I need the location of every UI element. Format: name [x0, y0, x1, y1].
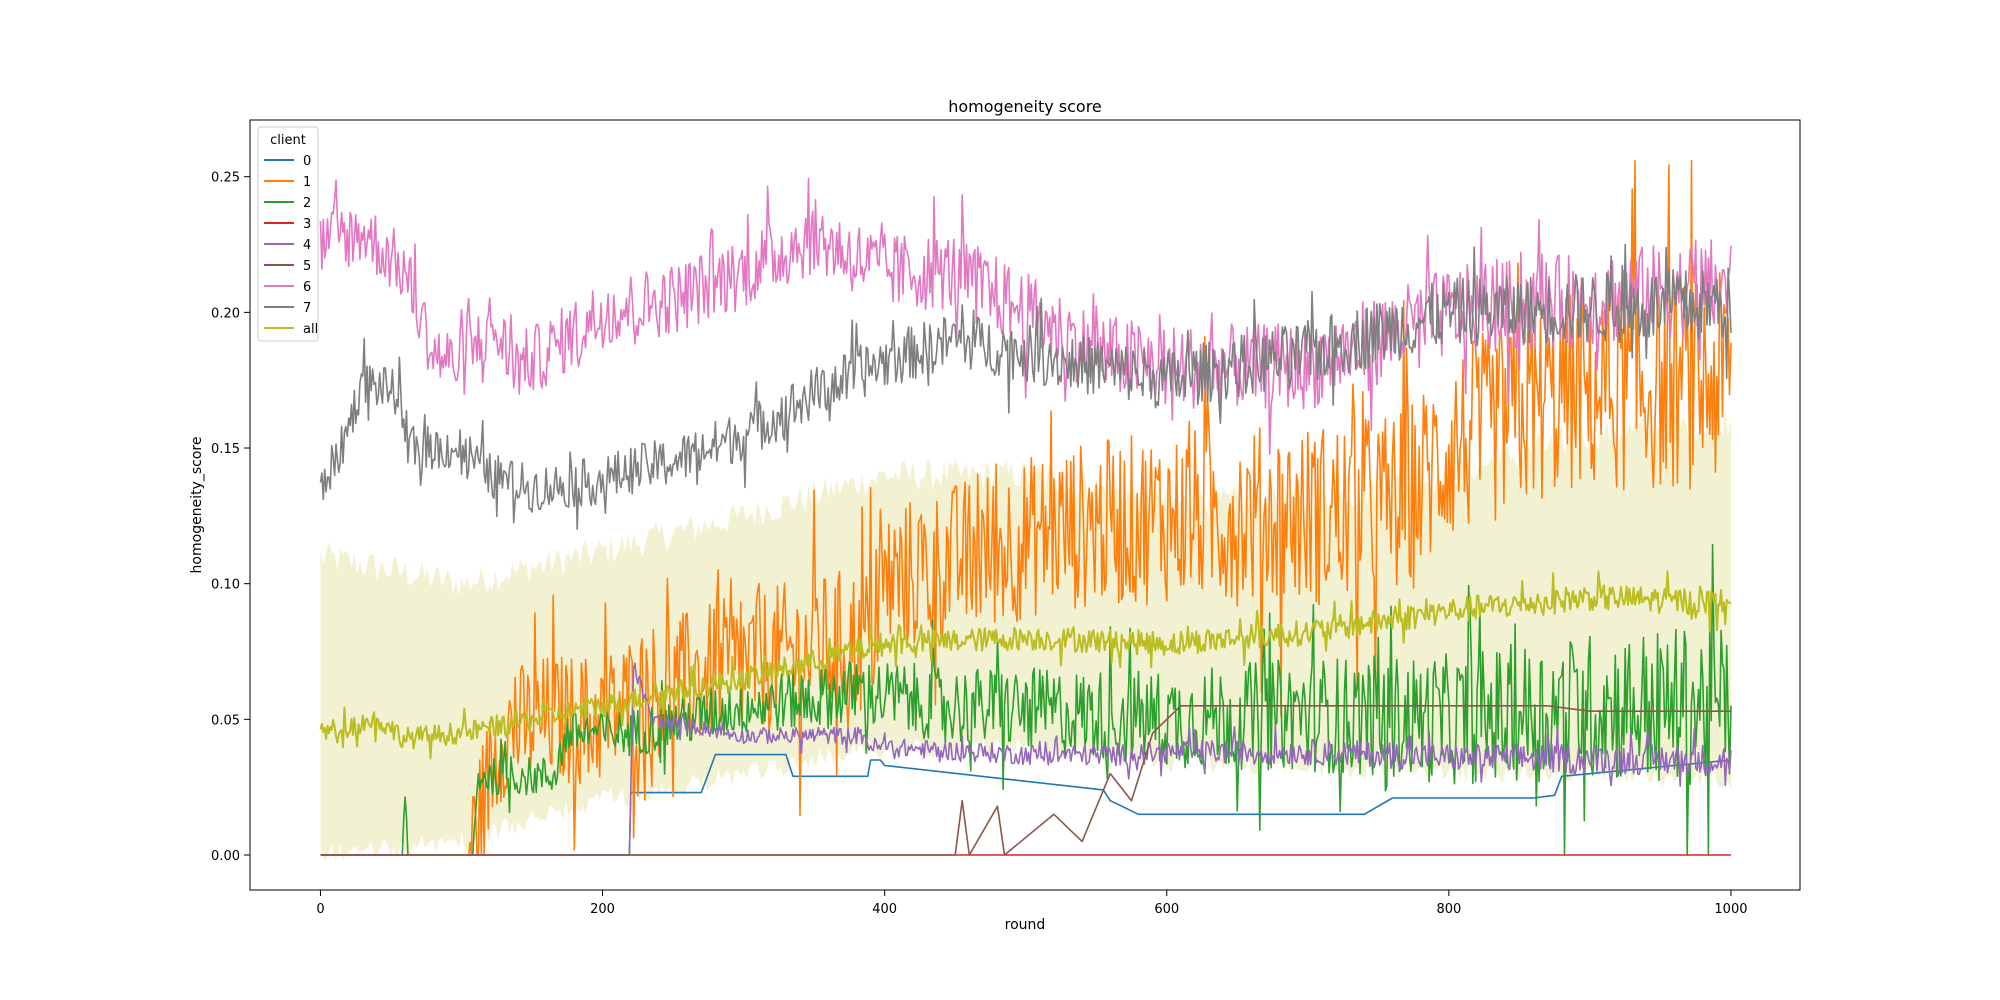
legend-label-0: 0	[303, 154, 311, 169]
x-tick-label: 600	[1154, 902, 1179, 917]
legend-label-2: 2	[303, 196, 311, 211]
series-layer	[319, 159, 1732, 856]
series-line-7	[319, 243, 1732, 530]
x-tick-label: 400	[872, 902, 897, 917]
legend-label-3: 3	[303, 217, 311, 232]
x-tick-label: 1000	[1714, 902, 1747, 917]
y-tick-label: 0.05	[211, 713, 240, 728]
x-tick-label: 800	[1436, 902, 1461, 917]
y-tick-label: 0.15	[211, 442, 240, 457]
y-tick-label: 0.10	[211, 578, 240, 593]
y-axis-label: homogeneity_score	[189, 437, 205, 574]
x-axis-label: round	[1005, 917, 1046, 933]
legend-label-6: 6	[303, 280, 311, 295]
legend: client 0 1 2 3 4 5 6 7 all	[257, 126, 319, 342]
x-tick-label: 200	[590, 902, 615, 917]
confidence-band-layer	[320, 410, 1731, 862]
legend-title: client	[270, 133, 306, 148]
legend-label-1: 1	[303, 175, 311, 190]
series-line-5	[320, 705, 1731, 856]
y-tick-label: 0.25	[211, 171, 240, 186]
legend-label-5: 5	[303, 259, 311, 274]
y-axis: 0.00 0.05 0.10 0.15 0.20 0.25	[211, 171, 250, 864]
y-tick-label: 0.20	[211, 306, 240, 321]
chart-title: homogeneity score	[948, 97, 1102, 116]
series-line-2	[320, 543, 1732, 856]
confidence-band-all	[320, 410, 1731, 862]
x-tick-label: 0	[316, 902, 324, 917]
series-line-all	[319, 570, 1732, 760]
y-tick-label: 0.00	[211, 849, 240, 864]
x-axis: 0 200 400 600 800 1000	[316, 890, 1748, 917]
legend-label-all: all	[303, 322, 318, 337]
series-line-0	[320, 753, 1732, 856]
legend-label-4: 4	[303, 238, 311, 253]
series-line-6	[319, 177, 1732, 455]
series-line-1	[320, 159, 1732, 856]
plot-frame	[249, 119, 1801, 891]
legend-label-7: 7	[303, 301, 311, 316]
